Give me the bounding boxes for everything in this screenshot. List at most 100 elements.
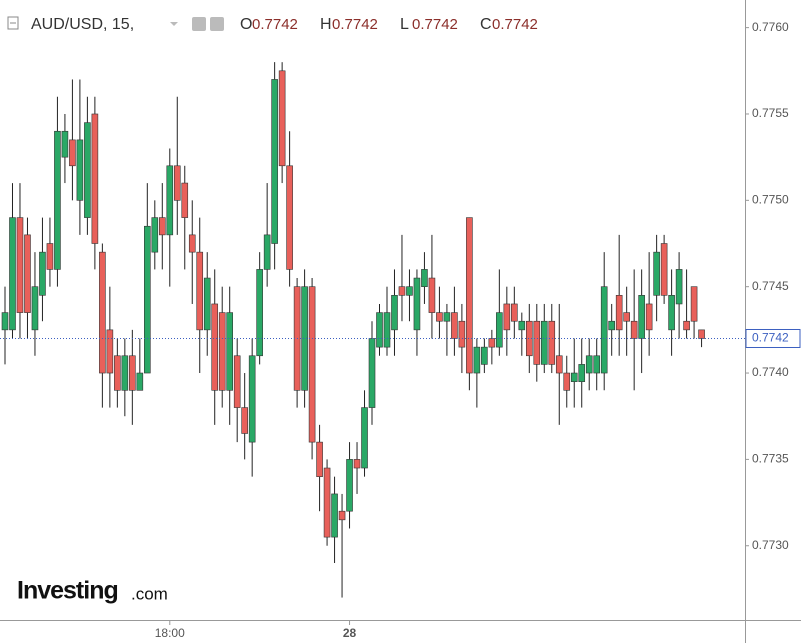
settings-icon[interactable] bbox=[192, 17, 206, 31]
y-tick-label: 0.7740 bbox=[752, 365, 789, 379]
candle-body bbox=[391, 295, 398, 331]
collapse-icon[interactable] bbox=[7, 16, 19, 30]
candle-body bbox=[443, 312, 451, 322]
candle-body bbox=[203, 277, 211, 331]
candle-body bbox=[503, 303, 511, 331]
candle-body bbox=[488, 338, 496, 348]
ohlc-letter: O bbox=[240, 16, 252, 33]
candle-body bbox=[31, 286, 39, 331]
candle-body bbox=[570, 372, 578, 382]
candle-body bbox=[263, 234, 271, 270]
candle-body bbox=[668, 295, 675, 331]
candle-body bbox=[451, 312, 458, 339]
candle-body bbox=[166, 165, 174, 236]
candle-body bbox=[481, 346, 488, 365]
candle-body bbox=[24, 234, 31, 313]
candle-body bbox=[683, 320, 690, 331]
y-tick-label: 0.7730 bbox=[752, 538, 789, 552]
ohlc-value: 0.7742 bbox=[412, 16, 458, 33]
candle-body bbox=[136, 372, 144, 391]
candle-body bbox=[46, 243, 54, 270]
candle-body bbox=[653, 251, 660, 296]
candle-body bbox=[211, 303, 219, 391]
candle-body bbox=[578, 364, 586, 382]
candle-body bbox=[144, 225, 151, 374]
settings-icon[interactable] bbox=[210, 17, 224, 31]
x-tick-label: 28 bbox=[343, 626, 357, 640]
candle-body bbox=[226, 312, 233, 391]
candle-body bbox=[660, 243, 668, 296]
candle-body bbox=[301, 286, 308, 391]
symbol: AUD/USD, 15, bbox=[31, 16, 134, 33]
candle-body bbox=[518, 320, 526, 331]
candle-body bbox=[563, 372, 571, 391]
candle-body bbox=[323, 467, 331, 538]
candle-body bbox=[346, 459, 353, 512]
candle-body bbox=[585, 355, 593, 374]
candle-body bbox=[173, 165, 181, 201]
candle-body bbox=[555, 355, 563, 374]
candle-body bbox=[615, 295, 623, 331]
candle-body bbox=[496, 312, 503, 348]
candle-body bbox=[413, 277, 421, 331]
candle-body bbox=[458, 320, 466, 348]
candle-body bbox=[353, 459, 361, 469]
candle-body bbox=[645, 303, 653, 331]
candle-body bbox=[421, 269, 428, 287]
candle-body bbox=[114, 355, 121, 391]
candle-body bbox=[406, 286, 413, 296]
watermark-brand: Investing bbox=[17, 577, 118, 605]
candle-body bbox=[466, 217, 473, 374]
last-price-box bbox=[745, 328, 801, 348]
ohlc-value: 0.7742 bbox=[492, 16, 538, 33]
candle-body bbox=[158, 217, 166, 236]
candle-body bbox=[39, 251, 46, 296]
candle-body bbox=[608, 320, 615, 331]
candle-body bbox=[548, 320, 556, 365]
candle-body bbox=[121, 355, 129, 391]
watermark-suffix: .com bbox=[131, 584, 168, 603]
candle-body bbox=[623, 312, 630, 322]
candle-body bbox=[84, 122, 91, 218]
candle-body bbox=[630, 320, 638, 339]
candle-body bbox=[91, 113, 99, 244]
candle-body bbox=[376, 312, 383, 348]
candle-body bbox=[188, 234, 196, 253]
candle-body bbox=[16, 217, 24, 313]
dropdown-arrow[interactable] bbox=[170, 22, 178, 26]
candle-body bbox=[383, 312, 391, 348]
candle-body bbox=[181, 182, 189, 218]
candle-body bbox=[398, 286, 406, 296]
y-tick-label: 0.7735 bbox=[752, 452, 789, 466]
ohlc-value: 0.7742 bbox=[332, 16, 378, 33]
candle-body bbox=[525, 320, 533, 357]
x-tick-label: 18:00 bbox=[155, 626, 185, 640]
candle-body bbox=[256, 269, 263, 357]
candle-body bbox=[473, 346, 481, 374]
candle-body bbox=[286, 165, 293, 270]
candle-body bbox=[1, 312, 9, 331]
candle-body bbox=[690, 286, 698, 322]
y-tick-label: 0.7755 bbox=[752, 106, 789, 120]
candle-body bbox=[698, 329, 705, 339]
candle-body bbox=[54, 130, 61, 270]
candle-body bbox=[61, 130, 69, 158]
candle-body bbox=[600, 286, 608, 374]
candle-body bbox=[151, 217, 159, 253]
candle-body bbox=[436, 312, 443, 322]
candle-body bbox=[540, 320, 548, 365]
candle-body bbox=[511, 303, 518, 322]
candle-body bbox=[106, 329, 114, 374]
candle-body bbox=[218, 312, 226, 391]
y-tick-label: 0.7745 bbox=[752, 279, 789, 293]
y-tick-label: 0.7760 bbox=[752, 20, 789, 34]
last-price-label: 0.7742 bbox=[752, 331, 789, 345]
candle-body bbox=[428, 277, 436, 313]
candle-body bbox=[248, 355, 256, 443]
candle-body bbox=[196, 251, 204, 331]
candle-body bbox=[241, 407, 248, 434]
candle-body bbox=[316, 441, 323, 477]
candle-body bbox=[368, 338, 376, 408]
